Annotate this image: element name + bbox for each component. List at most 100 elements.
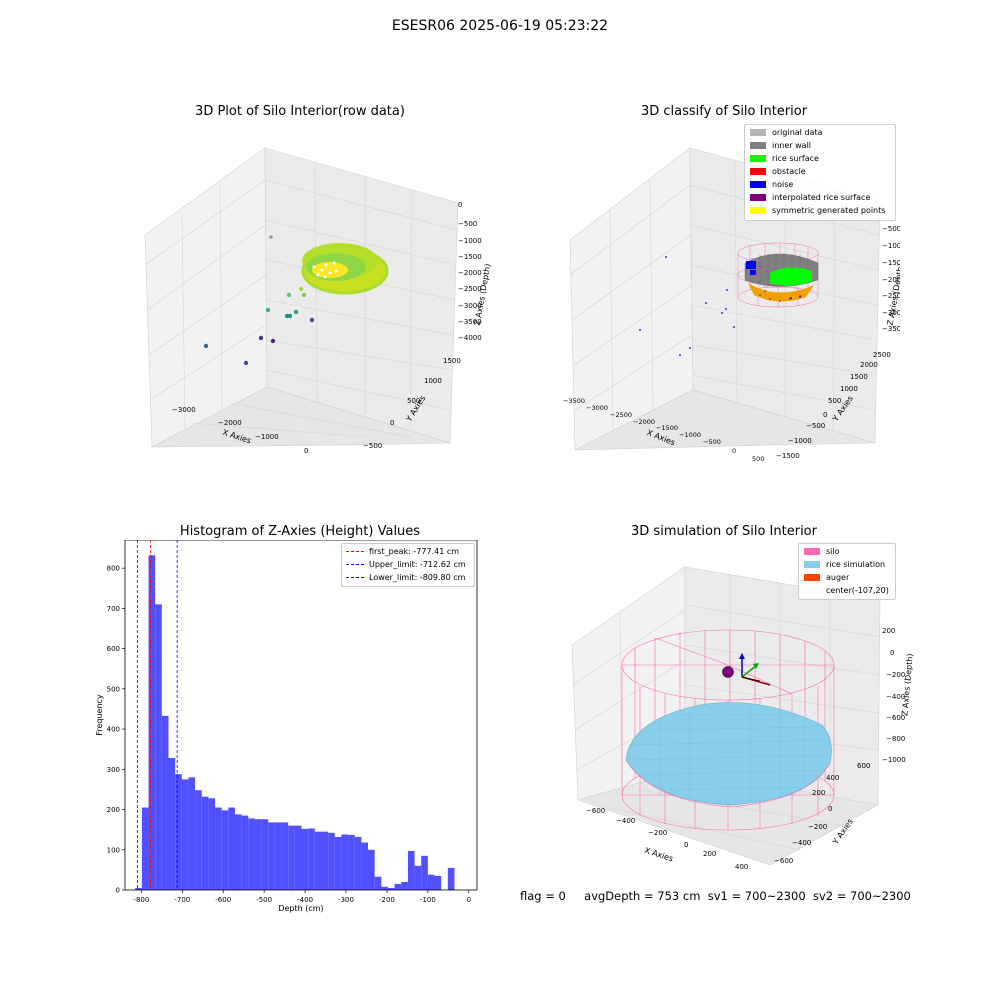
legend-label: Upper_limit: -712.62 cm: [369, 560, 466, 569]
reference-lines: [136, 540, 178, 890]
histogram-bar: [141, 807, 149, 890]
histogram-bar: [328, 832, 335, 890]
histogram-bar: [348, 834, 355, 890]
z-tick-label: 0: [458, 201, 462, 209]
y-tick-label: 1000: [424, 377, 442, 385]
x-tick-label: -400: [297, 896, 313, 904]
histogram-bar: [427, 874, 435, 890]
histogram-chart: -800 -700 -600 -500 -400 -300 -200 -100 0 0 100 20…: [95, 540, 478, 913]
x-tick-label: 0: [304, 447, 308, 455]
scatter-point: [293, 309, 299, 315]
center-marker: [722, 666, 734, 678]
legend-label: noise: [772, 180, 794, 189]
classify-3d-plot: 0 −500 −1000 −1500 −2000 −2500 −3000 −35…: [563, 147, 900, 463]
histogram-bar: [188, 777, 196, 890]
arrow-base: [741, 676, 761, 682]
white-noise-points: [755, 266, 767, 276]
legend-swatch: [750, 181, 766, 188]
panel4-title: 3D simulation of Silo Interior: [631, 524, 817, 539]
classify-legend-entry: inner wall: [745, 139, 895, 152]
y-tick-label: 400: [826, 774, 839, 782]
simulation-legend: silo rice simulation auger center(-107,20): [798, 543, 896, 600]
scatter-point: [269, 235, 273, 239]
histogram-bar: [175, 774, 182, 890]
avg-depth-text: avgDepth = 753 cm: [584, 889, 701, 903]
z-tick-label: −2000: [458, 269, 482, 277]
legend-label: center(-107,20): [826, 586, 889, 595]
raw-silo-ring: [301, 243, 389, 295]
silo-front-arc: [625, 759, 831, 808]
legend-line-swatch: [346, 551, 364, 552]
z-tick-label: −2500: [458, 285, 482, 293]
histogram-xlabel: Depth (cm): [278, 904, 323, 913]
legend-label: inner wall: [772, 141, 812, 150]
y-tick-label: −1500: [776, 452, 800, 460]
simulation-x-axis-label: X Axies: [643, 846, 674, 864]
y-tick-label: 600: [857, 762, 870, 770]
y-tick-label: 200: [107, 806, 120, 814]
panel1-title: 3D Plot of Silo Interior(row data): [195, 104, 405, 119]
histogram-legend: first_peak: -777.41 cm Upper_limit: -712.…: [341, 543, 475, 587]
raw-y-tick-labels: −500 0 500 1000 1500: [363, 357, 461, 450]
histogram-bar: [248, 818, 255, 890]
legend-swatch: [750, 129, 766, 136]
histogram-bar: [168, 758, 176, 890]
simulation-legend-entry: silo: [799, 545, 895, 558]
histogram-bar: [148, 555, 156, 890]
simulation-3d-plot: 200 0 −200 −400 −600 −800 −1000 Z Axies …: [571, 566, 915, 871]
x-tick-label: −200: [648, 829, 667, 837]
scatter-point: [270, 338, 276, 344]
histogram-bars: [135, 555, 455, 890]
flag-text: flag = 0: [520, 889, 566, 903]
x-tick-label: -300: [338, 896, 354, 904]
y-tick-label: 600: [107, 645, 120, 653]
histogram-bar: [381, 886, 388, 890]
x-tick-label: −3500: [563, 397, 585, 405]
y-tick-label: 0: [828, 805, 832, 813]
y-tick-label: 0: [390, 419, 394, 427]
z-tick-label: −2500: [882, 292, 900, 300]
x-tick-label: 0: [732, 447, 736, 455]
simulation-legend-entry: auger: [799, 571, 895, 584]
y-tick-label: −200: [808, 823, 827, 831]
y-tick-label: 1000: [840, 385, 858, 393]
x-tick-label: -600: [215, 896, 231, 904]
status-line: flag = 0 avgDepth = 753 cm sv1 = 700~230…: [520, 889, 911, 903]
z-tick-label: 0: [890, 649, 894, 657]
x-tick-label: -200: [379, 896, 395, 904]
x-tick-label: 0: [684, 841, 688, 849]
histogram-bar: [374, 876, 382, 890]
histogram-bar: [434, 875, 442, 890]
y-tick-label: 0: [116, 887, 120, 895]
sv1-text: sv1 = 700~2300: [707, 889, 806, 903]
legend-label: first_peak: -777.41 cm: [369, 547, 460, 556]
x-tick-label: −500: [703, 438, 721, 446]
histogram-ylabel: Frequency: [95, 694, 104, 736]
histogram-bar: [274, 822, 282, 890]
histogram-bar: [361, 842, 369, 890]
y-arrow: [741, 664, 758, 678]
histogram-bar: [241, 815, 249, 890]
scatter-point: [265, 307, 271, 313]
x-tick-label: −2500: [610, 411, 632, 419]
z-tick-label: −1000: [882, 756, 906, 764]
scatter-point: [203, 343, 209, 349]
z-tick-label: −2000: [882, 276, 900, 284]
y-tick-label: 200: [812, 789, 825, 797]
legend-swatch: [750, 155, 766, 162]
histogram-bar: [334, 836, 342, 890]
histogram-legend-entry: Lower_limit: -809.80 cm: [342, 571, 474, 584]
classify-x-tick-labels: −3500 −3000 −2500 −2000 −1500 −1000 −500…: [563, 397, 764, 463]
x-tick-label: 500: [752, 455, 764, 463]
z-tick-label: −500: [458, 220, 477, 228]
y-tick-label: 1500: [850, 373, 868, 381]
z-tick-label: −1500: [882, 259, 900, 267]
simulation-z-tick-labels: 200 0 −200 −400 −600 −800 −1000: [882, 627, 906, 764]
histogram-bar: [161, 715, 169, 890]
legend-swatch: [804, 561, 820, 568]
z-arrow-head: [739, 653, 745, 659]
histogram-bar: [308, 828, 315, 890]
classify-legend-entry: original data: [745, 126, 895, 139]
histogram-bar: [235, 814, 242, 890]
histogram-bar: [254, 819, 262, 890]
